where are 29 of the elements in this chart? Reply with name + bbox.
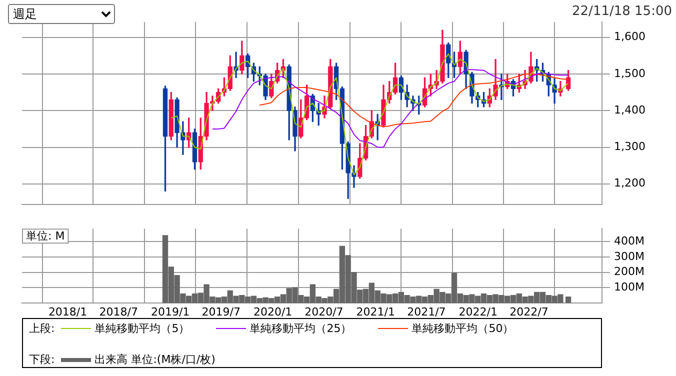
bar [565,296,572,303]
legend-label: 単純移動平均（25） [250,321,352,336]
annotation: 単位: M [26,229,65,242]
period-dropdown[interactable]: 週足 [8,4,115,24]
y-tick-label: 300M [614,250,644,263]
x-tick-label: 2021/1 [356,305,395,318]
x-tick-label: 2021/7 [407,305,446,318]
legend-title: 下段: [29,352,55,367]
text: 22/11/18 15:00 [572,4,672,19]
x-tick-label: 2018/1 [48,305,88,318]
y-tick-label: 1,600 [614,30,646,44]
legend-label: 単純移動平均（5） [94,321,190,336]
legend-title: 上段: [29,321,55,336]
legend-label: 単純移動平均（50） [412,321,514,336]
y-tick-label: 200M [614,265,644,278]
y-tick-label: 1,500 [614,66,646,80]
y-tick-label: 100M [614,280,644,294]
x-tick-label: 2019/7 [202,305,240,318]
x-tick-label: 2019/1 [150,305,190,318]
x-tick-label: 2018/7 [99,305,138,318]
x-tick-label: 2020/1 [253,305,292,318]
y-tick-label: 1,300 [614,140,646,154]
y-tick-label: 400M [614,234,644,248]
x-tick-label: 2020/7 [304,305,344,318]
legend-label: 出来高 単位:(M株/口/枚) [94,352,216,367]
y-tick-label: 1,400 [614,103,646,116]
x-tick-label: 2022/1 [458,305,498,318]
y-tick-label: 1,200 [614,176,646,190]
x-tick-label: 2022/7 [510,305,548,318]
